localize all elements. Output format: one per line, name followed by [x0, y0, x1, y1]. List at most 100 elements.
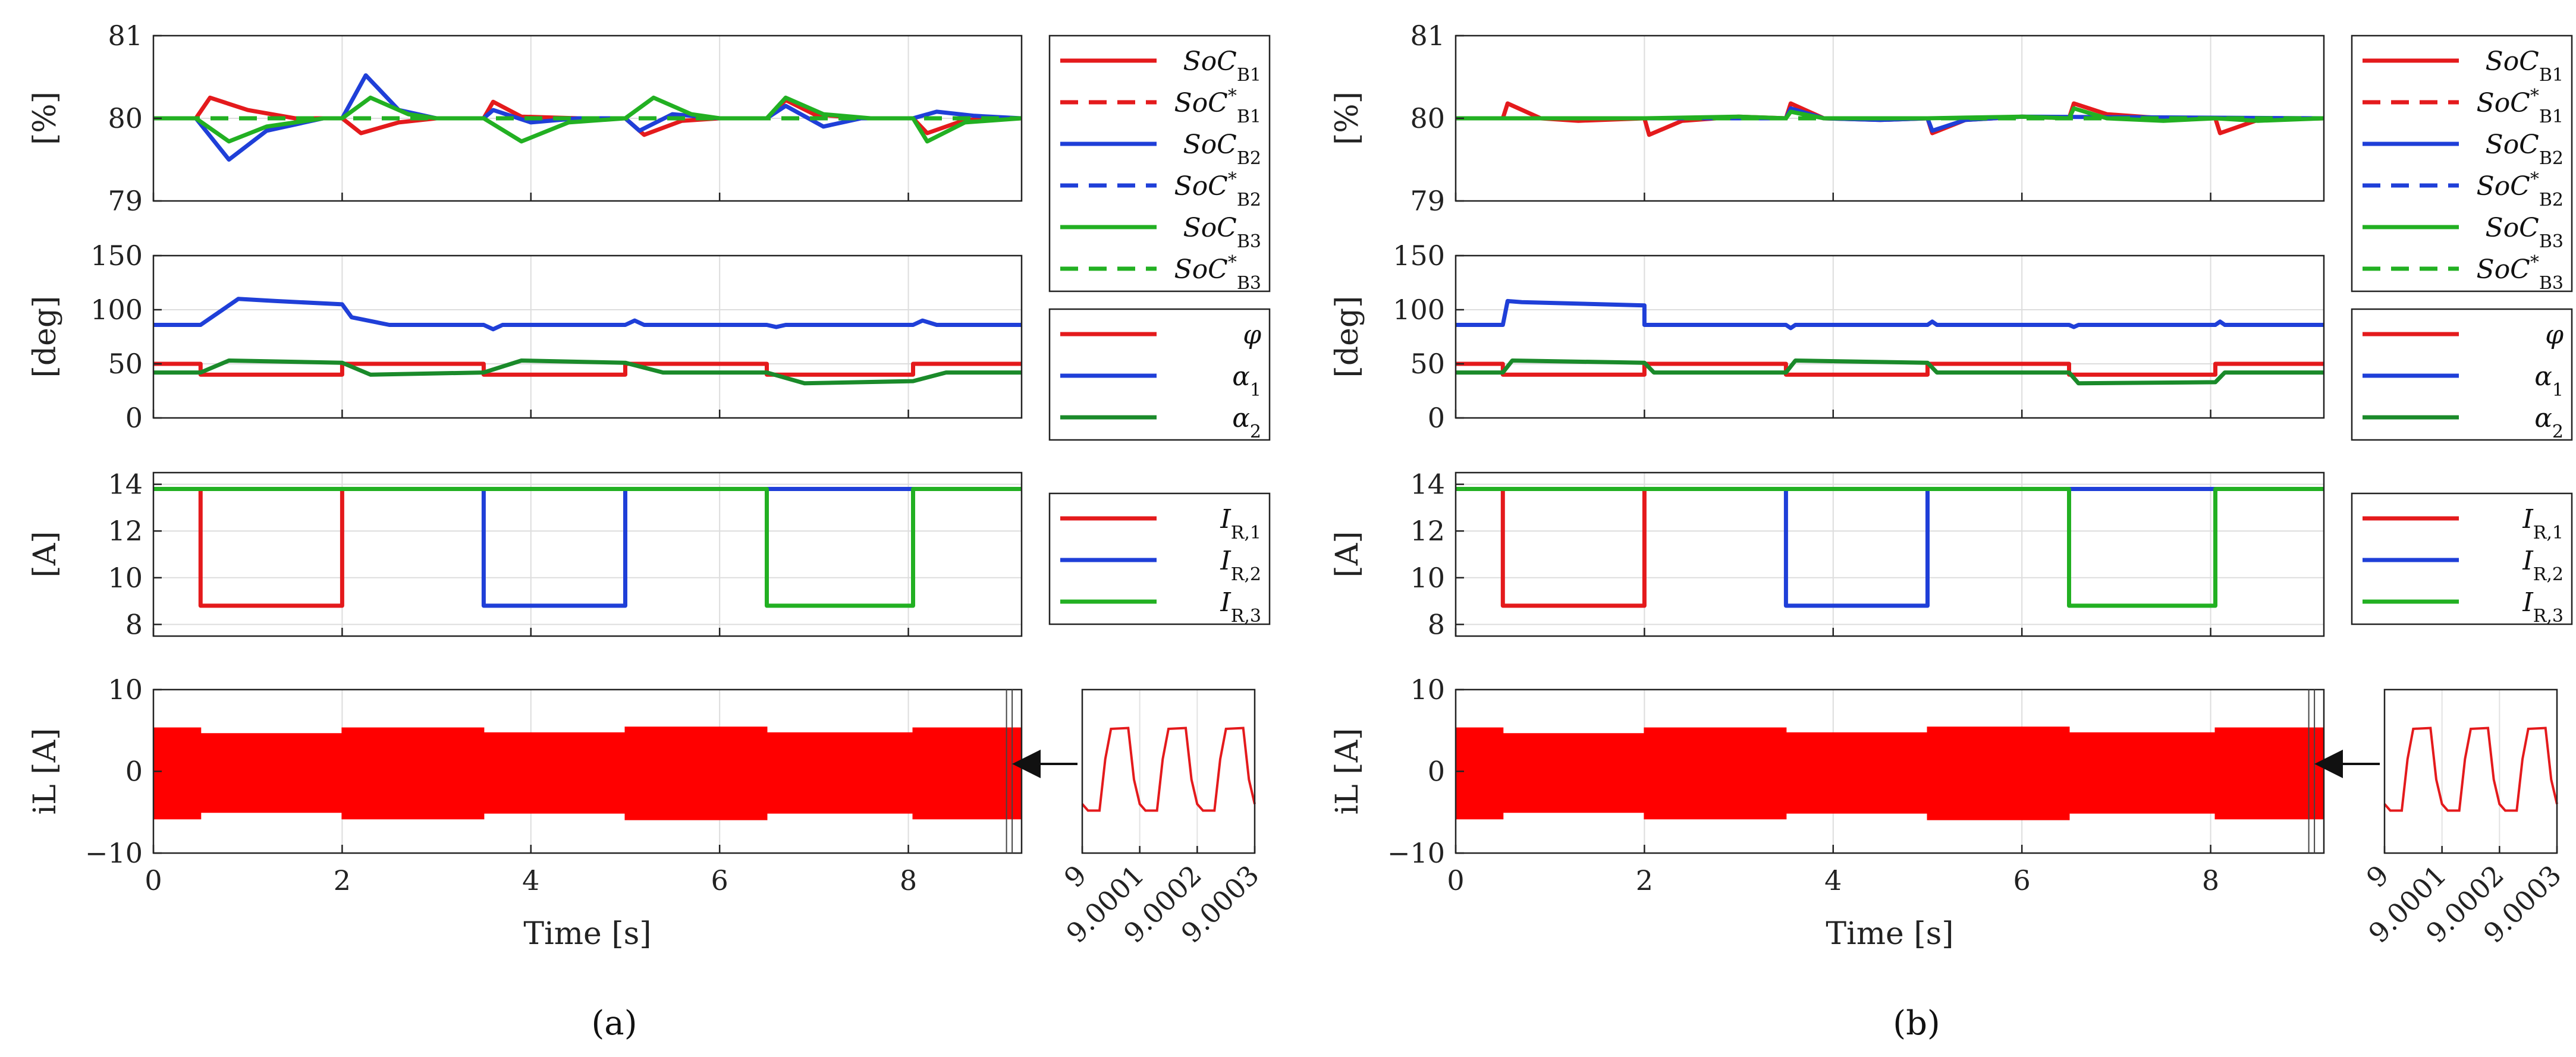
series-line-3: [1456, 487, 2324, 608]
x-tick-label: 6: [2013, 864, 2031, 896]
y-tick-label: 8: [1428, 608, 1445, 640]
plot-area: [1456, 298, 2324, 386]
axes-box: [1455, 254, 2325, 419]
subplot-1: 79 80 81 [%] SoCB1SoC*B1SoCB2SoC*B2SoCB3SoC*…: [27, 20, 1271, 294]
y-tick-label: 80: [1410, 102, 1445, 134]
panel-caption: (b): [1893, 1004, 1940, 1043]
plot-area: [153, 487, 1022, 608]
y-tick-label: 14: [108, 468, 143, 501]
legend-box: [1048, 34, 1271, 292]
series-area-il: [1456, 726, 2324, 820]
y-tick-label: 12: [1410, 515, 1445, 547]
y-tick-label: 0: [1428, 402, 1445, 434]
legend-label: SoC*B2: [2477, 169, 2564, 210]
legend: IR,1IR,2IR,3: [1048, 492, 1271, 627]
plot-area: [153, 726, 1022, 820]
x-tick-label: 2: [1636, 864, 1653, 896]
series-line-1: [153, 361, 1022, 377]
inset-x-tick-label: 9: [1058, 859, 1093, 894]
legend-box: [2351, 34, 2573, 292]
legend-label: φ: [1243, 320, 1261, 350]
legend-label: SoC*B1: [1174, 86, 1261, 127]
y-tick-label: −10: [85, 837, 143, 869]
y-tick-label: 8: [125, 608, 143, 640]
inset-box: [2383, 688, 2558, 854]
x-axis-label: Time [s]: [1826, 916, 1953, 952]
y-tick-label: 14: [1410, 468, 1445, 501]
x-tick-label: 4: [1824, 864, 1842, 896]
inset-x-tick-label: 9: [2360, 859, 2395, 894]
series-line-1: [1456, 361, 2324, 377]
y-axis-label: iL [A]: [27, 728, 63, 815]
y-axis-label: [A]: [1330, 531, 1365, 577]
series-line-2: [153, 487, 1022, 608]
legend-label: α1: [2534, 361, 2564, 401]
axes-box: [1455, 471, 2325, 637]
series-line-2: [153, 297, 1022, 332]
y-tick-label: 50: [1410, 348, 1445, 380]
y-tick-label: 0: [1428, 756, 1445, 788]
legend-label: SoCB3: [2486, 213, 2564, 252]
legend-label: SoCB2: [1183, 130, 1261, 169]
plot-area: [153, 297, 1022, 386]
subplot-1: 79 80 81 [%] SoCB1SoC*B1SoCB2SoC*B2SoCB3SoC*…: [1330, 20, 2573, 294]
y-axis-label: [deg]: [1330, 296, 1365, 378]
y-tick-label: 79: [108, 185, 143, 217]
y-tick-label: 100: [90, 294, 143, 326]
series-line-1: [153, 487, 1022, 608]
plot-area: [1456, 101, 2324, 137]
axes-box: [152, 254, 1023, 419]
legend-label: SoC*B2: [1174, 169, 1261, 210]
series-area-il: [153, 726, 1022, 820]
plot-area: [1456, 487, 2324, 608]
inset-series-line: [1081, 726, 1256, 812]
y-tick-label: 10: [108, 562, 143, 594]
x-tick-label: 8: [900, 864, 917, 896]
legend-label: SoCB3: [1183, 213, 1261, 252]
legend-label: IR,1: [2522, 504, 2564, 543]
subplot-3: 8 10 12 14 [A] IR,1IR,2IR,3: [1330, 468, 2573, 640]
axes-box: [152, 471, 1023, 637]
panel-b: 798081[%]SoCB1SoC*B1SoCB2SoC*B2SoCB3SoC*…: [1330, 20, 2573, 1043]
series-line-3: [153, 487, 1022, 608]
plot-area: [1456, 726, 2324, 820]
series-line-2: [1456, 487, 2324, 608]
x-tick-label: 6: [711, 864, 728, 896]
series-line-3: [1456, 358, 2324, 386]
y-tick-label: 150: [1393, 240, 1445, 272]
y-tick-label: −10: [1387, 837, 1445, 869]
legend-label: α2: [1232, 403, 1261, 442]
x-axis-label: Time [s]: [523, 916, 651, 952]
y-tick-label: 10: [1410, 674, 1445, 706]
x-tick-label: 0: [144, 864, 162, 896]
panel-a: 798081[%]SoCB1SoC*B1SoCB2SoC*B2SoCB3SoC*…: [27, 20, 1271, 1043]
legend-label: SoCB1: [1183, 46, 1261, 86]
legend-label: IR,2: [2522, 546, 2564, 585]
legend-label: SoC*B1: [2477, 86, 2564, 127]
y-axis-label: [deg]: [27, 296, 63, 378]
y-tick-label: 81: [108, 20, 143, 52]
series-line-3: [153, 358, 1022, 386]
legend-label: IR,3: [1220, 587, 1261, 627]
y-tick-label: 81: [1410, 20, 1445, 52]
inset-box: [1081, 688, 1256, 854]
y-tick-label: 0: [125, 756, 143, 788]
subplot-3: 8 10 12 14 [A] IR,1IR,2IR,3: [27, 468, 1271, 640]
legend-label: IR,1: [1220, 504, 1261, 543]
y-tick-label: 100: [1393, 294, 1445, 326]
y-axis-label: iL [A]: [1330, 728, 1365, 815]
y-tick-label: 12: [108, 515, 143, 547]
panel-caption: (a): [591, 1004, 637, 1043]
legend-label: IR,2: [1220, 546, 1261, 585]
y-tick-label: 50: [108, 348, 143, 380]
series-line-2: [1456, 298, 2324, 331]
x-tick-label: 2: [334, 864, 351, 896]
plot-area: [153, 73, 1022, 162]
